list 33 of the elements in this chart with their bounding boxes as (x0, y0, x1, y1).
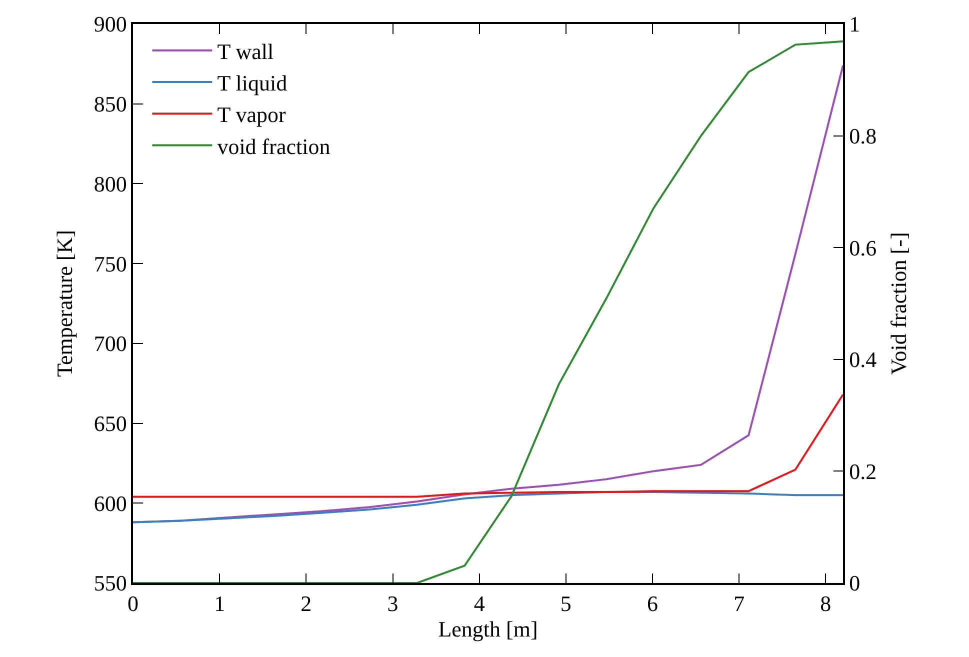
line-series (133, 490, 843, 524)
y-axis-title: Temperature [K] (52, 230, 78, 377)
y-tick-label: 550 (94, 570, 127, 596)
y-tick-label: 650 (94, 410, 127, 436)
line-series (133, 394, 843, 498)
line-series (133, 40, 843, 583)
y2-tick-label: 0.6 (849, 235, 877, 260)
y2-tick-label: 0.8 (849, 124, 877, 148)
y2-axis-title: Void fraction [-] (886, 232, 912, 375)
legend-label: T vapor (217, 102, 287, 128)
x-tick-label: 5 (560, 591, 572, 616)
x-tick-label: 1 (214, 591, 226, 616)
x-tick-label: 6 (647, 591, 658, 616)
legend-label: void fraction (217, 134, 330, 159)
y-tick-label: 800 (94, 171, 127, 196)
x-tick-label: 7 (734, 591, 745, 616)
x-tick-label: 0 (128, 591, 138, 616)
x-tick-label: 8 (820, 591, 832, 616)
legend-label: T wall (217, 38, 274, 64)
y-tick-label: 600 (94, 490, 127, 516)
x-tick-label: 3 (387, 591, 398, 616)
x-tick-label: 4 (474, 591, 485, 616)
y-tick-label: 700 (94, 331, 127, 356)
y2-tick-label: 0 (849, 570, 860, 596)
y2-tick-label: 1 (849, 12, 860, 37)
legend-label: T liquid (217, 70, 288, 96)
y2-tick-label: 0.2 (849, 458, 877, 484)
y-tick-label: 850 (94, 92, 127, 117)
y-tick-label: 750 (94, 251, 127, 276)
y-tick-label: 900 (94, 12, 127, 37)
y2-tick-label: 0.4 (849, 347, 877, 372)
x-axis-title: Length [m] (438, 616, 538, 642)
x-tick-label: 2 (300, 591, 312, 616)
